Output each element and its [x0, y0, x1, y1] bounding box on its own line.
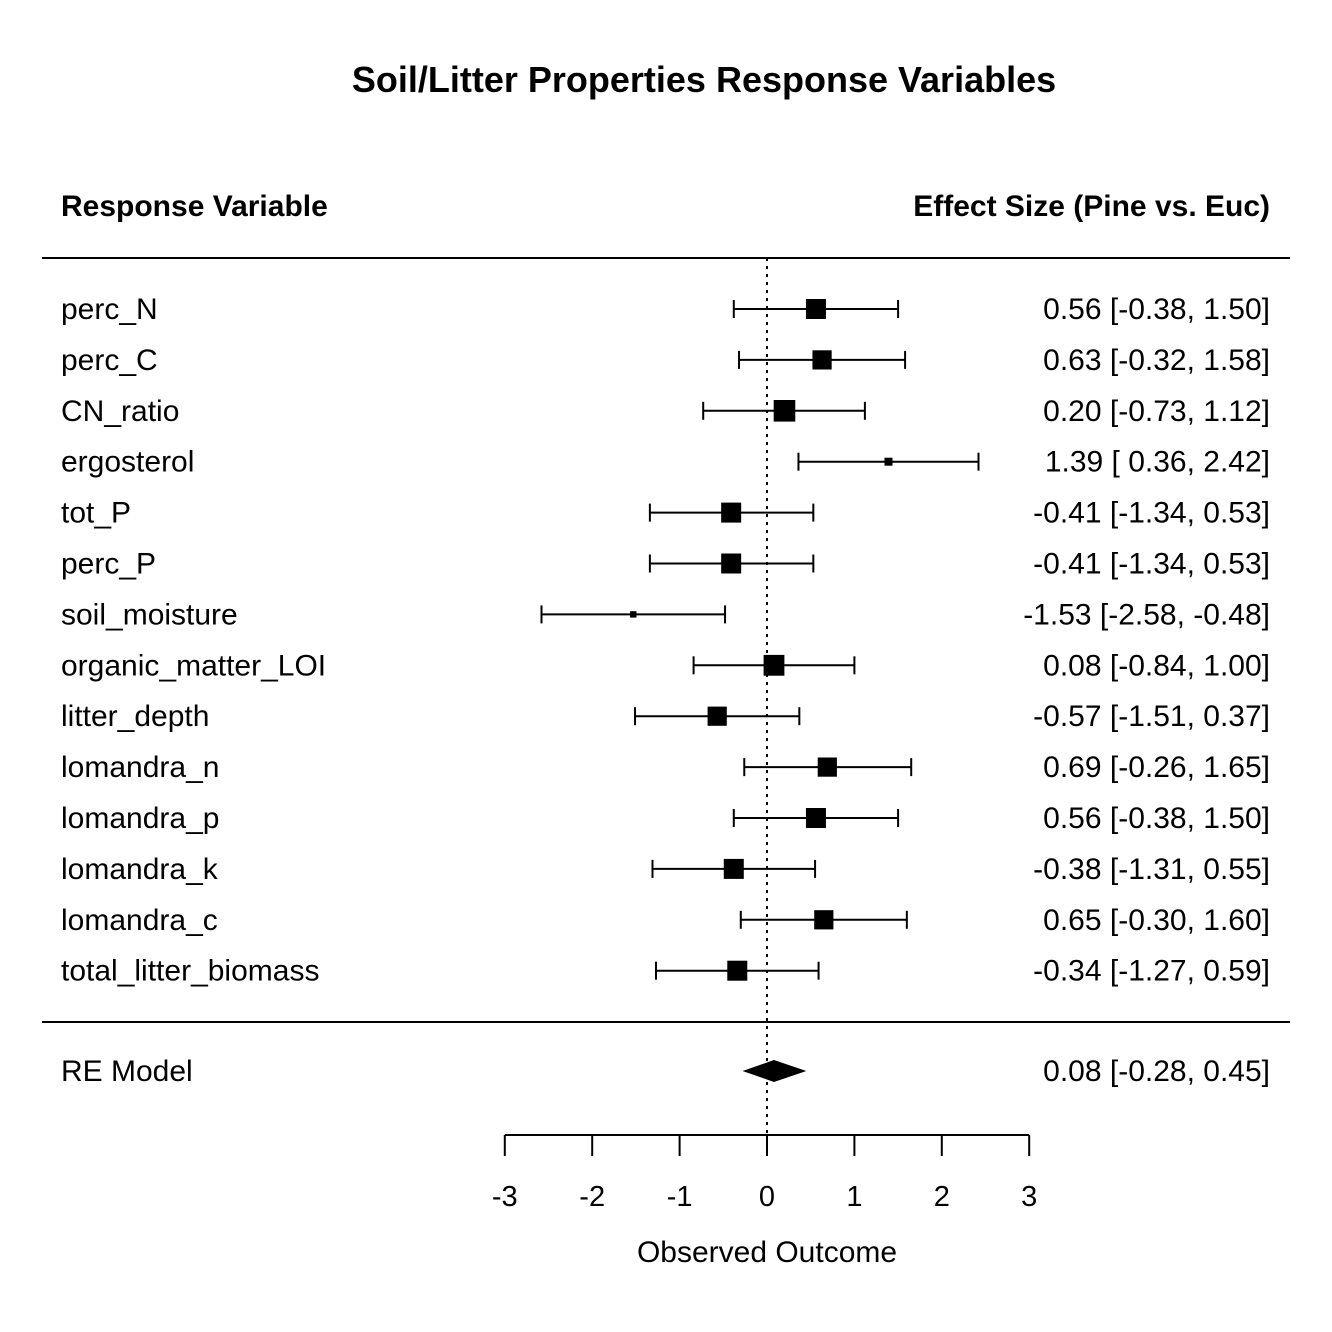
effect-label: 0.56 [-0.38, 1.50] [1043, 802, 1270, 835]
effect-label: -0.34 [-1.27, 0.59] [1033, 955, 1270, 988]
effect-label: 0.63 [-0.32, 1.58] [1043, 344, 1270, 377]
point-estimate [814, 910, 834, 930]
effect-label: 0.56 [-0.38, 1.50] [1043, 293, 1270, 326]
right-column-header: Effect Size (Pine vs. Euc) [913, 190, 1270, 223]
study-name: perc_P [61, 548, 156, 581]
study-row: litter_depth -0.57 [-1.51, 0.37] [61, 700, 1270, 733]
study-row: organic_matter_LOI 0.08 [-0.84, 1.00] [61, 649, 1270, 682]
effect-label: -0.57 [-1.51, 0.37] [1033, 700, 1270, 733]
x-tick-label: 1 [846, 1181, 862, 1213]
x-tick-label: 2 [934, 1181, 950, 1213]
summary-name: RE Model [61, 1055, 193, 1088]
point-estimate [884, 457, 893, 466]
study-name: lomandra_k [61, 853, 219, 886]
effect-label: 1.39 [ 0.36, 2.42] [1045, 446, 1270, 479]
study-name: lomandra_p [61, 802, 219, 835]
study-name: ergosterol [61, 446, 194, 479]
point-estimate [805, 808, 826, 828]
point-estimate [630, 611, 637, 618]
study-row: lomandra_p 0.56 [-0.38, 1.50] [61, 802, 1270, 835]
study-name: organic_matter_LOI [61, 649, 326, 682]
point-estimate [773, 400, 796, 422]
study-row: lomandra_c 0.65 [-0.30, 1.60] [61, 904, 1270, 937]
study-rows: perc_N 0.56 [-0.38, 1.50] perc_C 0.63 [-0.3… [61, 293, 1270, 988]
study-name: tot_P [61, 497, 131, 530]
point-estimate [763, 654, 785, 676]
effect-label: 0.65 [-0.30, 1.60] [1043, 904, 1270, 937]
study-name: total_litter_biomass [61, 955, 319, 988]
study-row: perc_N 0.56 [-0.38, 1.50] [61, 293, 1270, 326]
x-tick-label: -2 [579, 1181, 605, 1213]
x-axis: -3 -2 -1 0 1 2 3 [492, 1134, 1037, 1213]
left-column-header: Response Variable [61, 190, 328, 223]
summary-row: RE Model 0.08 [-0.28, 0.45] [61, 1055, 1270, 1088]
chart-title: Soil/Litter Properties Response Variable… [352, 59, 1056, 100]
study-row: lomandra_n 0.69 [-0.26, 1.65] [61, 751, 1270, 784]
effect-label: 0.20 [-0.73, 1.12] [1043, 395, 1270, 428]
study-name: CN_ratio [61, 395, 179, 428]
study-row: ergosterol 1.39 [ 0.36, 2.42] [61, 446, 1270, 479]
point-estimate [723, 858, 744, 879]
point-estimate [727, 960, 748, 981]
point-estimate [721, 553, 742, 574]
study-name: perc_C [61, 344, 158, 377]
effect-label: 0.69 [-0.26, 1.65] [1043, 751, 1270, 784]
study-name: lomandra_n [61, 751, 219, 784]
x-tick-label: -3 [492, 1181, 518, 1213]
study-row: CN_ratio 0.20 [-0.73, 1.12] [61, 395, 1270, 428]
study-row: tot_P -0.41 [-1.34, 0.53] [61, 497, 1270, 530]
study-row: perc_C 0.63 [-0.32, 1.58] [61, 344, 1270, 377]
effect-label: -0.38 [-1.31, 0.55] [1033, 853, 1270, 886]
study-row: total_litter_biomass -0.34 [-1.27, 0.59] [61, 955, 1270, 988]
x-tick-label: 0 [759, 1181, 775, 1213]
study-name: lomandra_c [61, 904, 218, 937]
x-tick-label: 3 [1021, 1181, 1037, 1213]
study-name: soil_moisture [61, 598, 238, 631]
effect-label: -0.41 [-1.34, 0.53] [1033, 548, 1270, 581]
x-axis-label: Observed Outcome [637, 1236, 897, 1269]
study-row: perc_P -0.41 [-1.34, 0.53] [61, 548, 1270, 581]
point-estimate [805, 299, 826, 319]
study-row: lomandra_k -0.38 [-1.31, 0.55] [61, 853, 1270, 886]
x-tick-label: -1 [667, 1181, 693, 1213]
summary-label: 0.08 [-0.28, 0.45] [1043, 1055, 1270, 1088]
point-estimate [812, 350, 832, 370]
point-estimate [707, 706, 727, 726]
study-name: litter_depth [61, 700, 209, 733]
effect-label: -1.53 [-2.58, -0.48] [1023, 598, 1270, 631]
study-name: perc_N [61, 293, 158, 326]
point-estimate [817, 757, 837, 777]
effect-label: 0.08 [-0.84, 1.00] [1043, 649, 1270, 682]
effect-label: -0.41 [-1.34, 0.53] [1033, 497, 1270, 530]
study-row: soil_moisture -1.53 [-2.58, -0.48] [61, 598, 1270, 631]
point-estimate [721, 502, 742, 523]
summary-diamond [742, 1060, 807, 1082]
